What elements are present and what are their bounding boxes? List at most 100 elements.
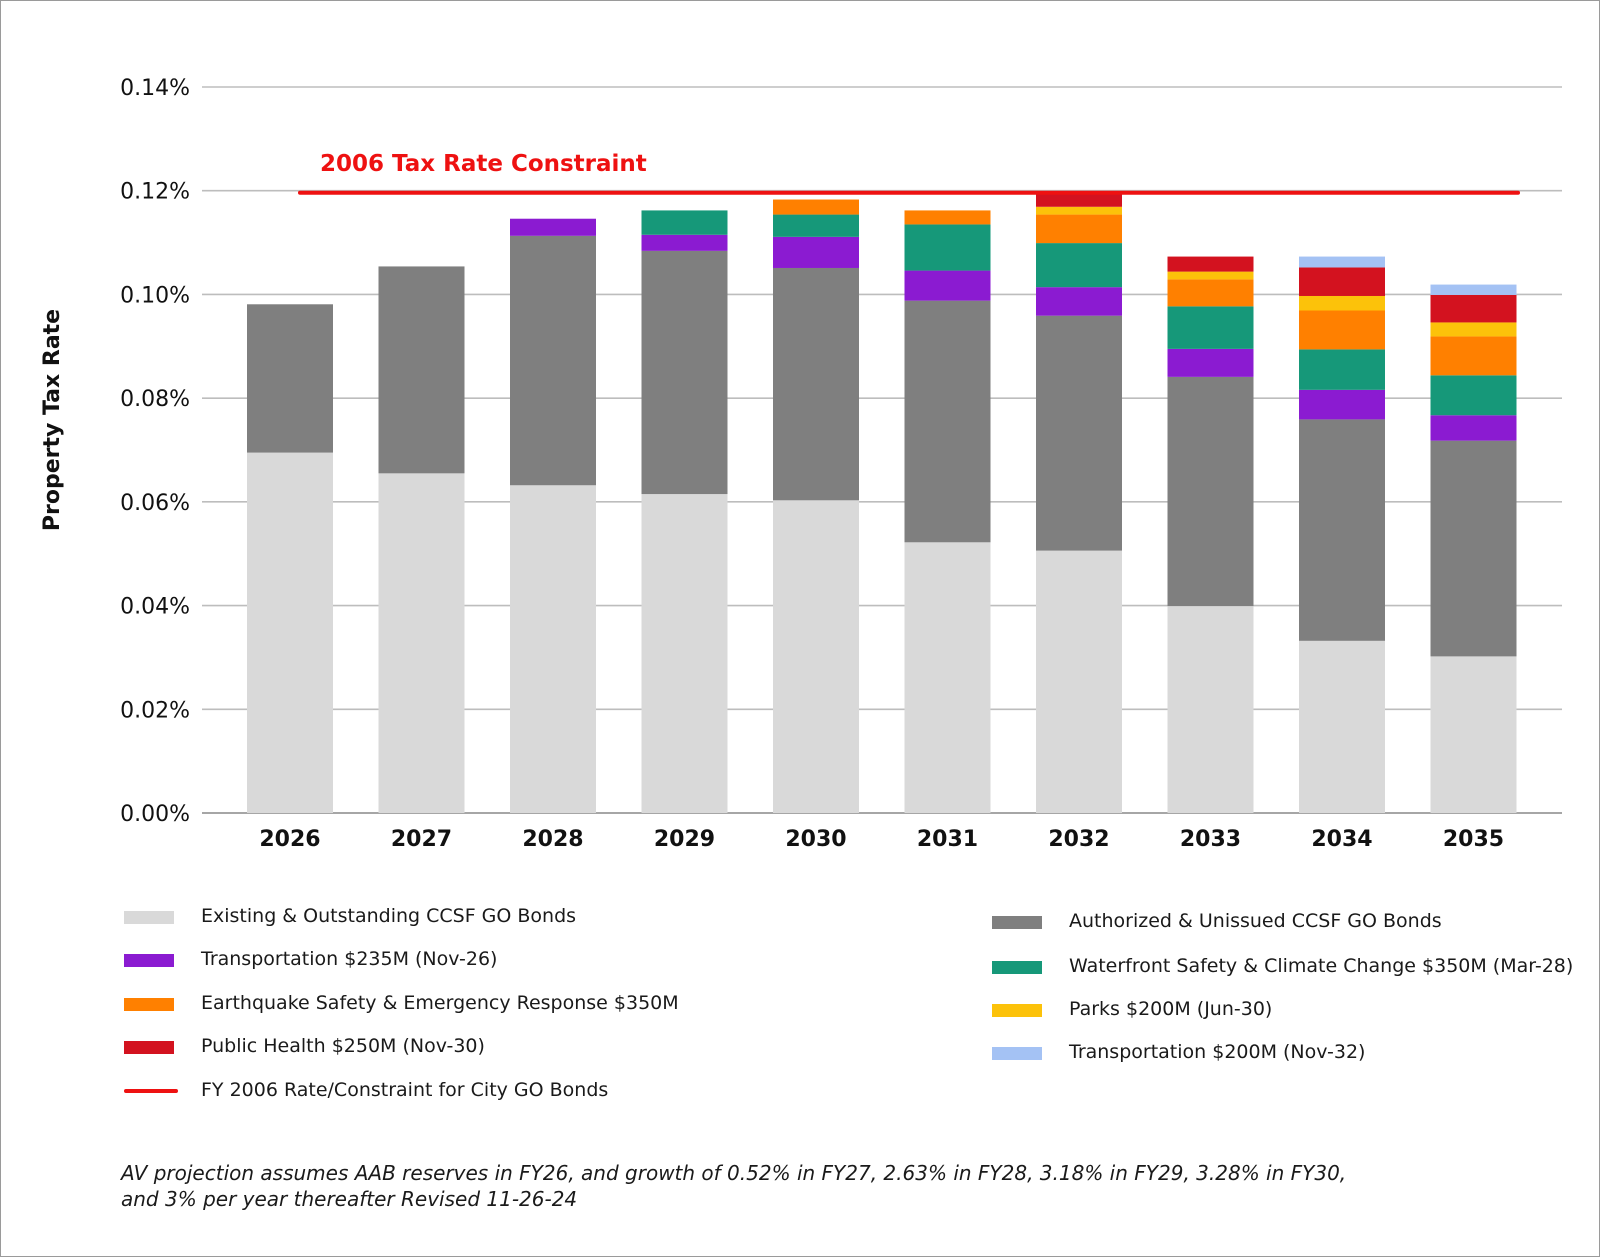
bars xyxy=(247,191,1517,813)
bar-segment xyxy=(1167,348,1254,377)
y-tick-label: 0.08% xyxy=(120,387,190,412)
legend-swatch xyxy=(124,911,174,924)
bar-segment xyxy=(510,218,596,236)
bar-segment xyxy=(1167,606,1254,813)
bar-stack-2029 xyxy=(641,210,728,813)
y-tick-label: 0.10% xyxy=(120,283,190,308)
x-tick-label: 2027 xyxy=(391,827,452,852)
bar-segment xyxy=(1299,295,1385,311)
bar-segment xyxy=(1036,243,1122,288)
y-tick-label: 0.06% xyxy=(120,491,190,516)
bar-segment xyxy=(773,500,859,813)
bar-segment xyxy=(641,210,728,235)
legend-swatch xyxy=(992,961,1042,974)
bar-segment xyxy=(1167,256,1254,272)
x-axis-ticks: 2026 2027 2028 2029 2030 2031 2032 2033 2034 2035 xyxy=(259,827,1504,852)
x-tick-label: 2029 xyxy=(654,827,715,852)
bar-segment xyxy=(1299,640,1385,813)
bar-segment xyxy=(1430,322,1517,337)
bar-stack-2027 xyxy=(378,266,465,813)
x-tick-label: 2030 xyxy=(785,827,846,852)
x-tick-label: 2033 xyxy=(1180,827,1241,852)
bar-segment xyxy=(1036,191,1122,207)
bar-segment xyxy=(247,304,333,453)
bar-segment xyxy=(641,250,728,495)
y-axis-ticks: 0.00% 0.02% 0.04% 0.06% 0.08% 0.10% 0.12% 0.14% xyxy=(120,76,190,827)
y-tick-label: 0.02% xyxy=(120,698,190,723)
y-tick-label: 0.00% xyxy=(120,802,190,827)
bar-segment xyxy=(1036,550,1122,813)
legend-label: Authorized & Unissued CCSF GO Bonds xyxy=(1069,910,1442,932)
bar-segment xyxy=(247,452,333,813)
footnote-line-1: AV projection assumes AAB reserves in FY… xyxy=(121,1161,1347,1185)
bar-segment xyxy=(1036,315,1122,551)
legend-label: FY 2006 Rate/Constraint for City GO Bond… xyxy=(201,1079,609,1101)
bar-segment xyxy=(773,236,859,268)
legend-swatch xyxy=(124,1041,174,1054)
bar-segment xyxy=(510,235,596,486)
bar-segment xyxy=(1036,214,1122,244)
bar-segment xyxy=(378,473,465,813)
bar-segment xyxy=(904,210,991,225)
legend-swatch xyxy=(992,1047,1042,1060)
bar-stack-2026 xyxy=(247,304,333,813)
bar-stack-2035 xyxy=(1430,284,1517,813)
legend-label: Transportation $200M (Nov-32) xyxy=(1069,1041,1366,1063)
bar-segment xyxy=(1430,294,1517,323)
bar-segment xyxy=(773,214,859,237)
bar-segment xyxy=(904,224,991,271)
x-tick-label: 2034 xyxy=(1311,827,1372,852)
legend-swatch xyxy=(124,998,174,1011)
constraint-label: 2006 Tax Rate Constraint xyxy=(320,151,647,177)
bar-segment xyxy=(773,199,859,215)
y-tick-label: 0.14% xyxy=(120,76,190,101)
bar-segment xyxy=(1167,306,1254,349)
legend-label: Waterfront Safety & Climate Change $350M… xyxy=(1069,955,1574,977)
x-tick-label: 2032 xyxy=(1048,827,1109,852)
x-tick-label: 2026 xyxy=(259,827,320,852)
bar-segment xyxy=(641,494,728,813)
bar-stack-2031 xyxy=(904,210,991,813)
bar-segment xyxy=(1430,336,1517,376)
x-tick-label: 2028 xyxy=(522,827,583,852)
legend-label: Parks $200M (Jun-30) xyxy=(1069,998,1273,1020)
legend-swatch xyxy=(124,954,174,967)
bar-stack-2032 xyxy=(1036,191,1122,813)
bar-segment xyxy=(1299,310,1385,350)
bar-segment xyxy=(510,485,596,813)
legend-label: Existing & Outstanding CCSF GO Bonds xyxy=(201,905,577,927)
legend-swatch xyxy=(992,1004,1042,1017)
y-tick-label: 0.12% xyxy=(120,180,190,205)
bar-segment xyxy=(1299,267,1385,296)
bar-segment xyxy=(1299,256,1385,268)
bar-segment xyxy=(1299,349,1385,390)
bar-segment xyxy=(1036,287,1122,316)
bar-stack-2028 xyxy=(510,218,596,813)
bar-segment xyxy=(1430,415,1517,441)
legend-line-marker xyxy=(124,1089,178,1093)
legend-label: Transportation $235M (Nov-26) xyxy=(201,948,498,970)
legend: Existing & Outstanding CCSF GO Bonds Tran… xyxy=(124,905,1574,1101)
bar-segment xyxy=(904,270,991,301)
bar-segment xyxy=(1430,440,1517,657)
bar-segment xyxy=(1430,284,1517,295)
bar-segment xyxy=(773,267,859,501)
bar-segment xyxy=(904,300,991,543)
bar-segment xyxy=(1167,271,1254,280)
bar-segment xyxy=(1430,375,1517,416)
legend-swatch xyxy=(992,916,1042,929)
bar-segment xyxy=(378,266,465,474)
y-axis-label: Property Tax Rate xyxy=(40,309,65,531)
bar-segment xyxy=(1430,656,1517,813)
constraint-line-group: 2006 Tax Rate Constraint xyxy=(298,151,1520,195)
bar-segment xyxy=(1299,419,1385,641)
x-tick-label: 2035 xyxy=(1443,827,1504,852)
legend-label: Public Health $250M (Nov-30) xyxy=(201,1035,485,1057)
bar-segment xyxy=(1299,389,1385,420)
bar-stack-2033 xyxy=(1167,256,1254,813)
bar-segment xyxy=(904,542,991,813)
bar-stack-2034 xyxy=(1299,256,1385,813)
bar-stack-2030 xyxy=(773,199,859,813)
bar-segment xyxy=(641,234,728,251)
stacked-bar-chart: 0.00% 0.02% 0.04% 0.06% 0.08% 0.10% 0.12% 0.14%… xyxy=(40,76,1562,852)
